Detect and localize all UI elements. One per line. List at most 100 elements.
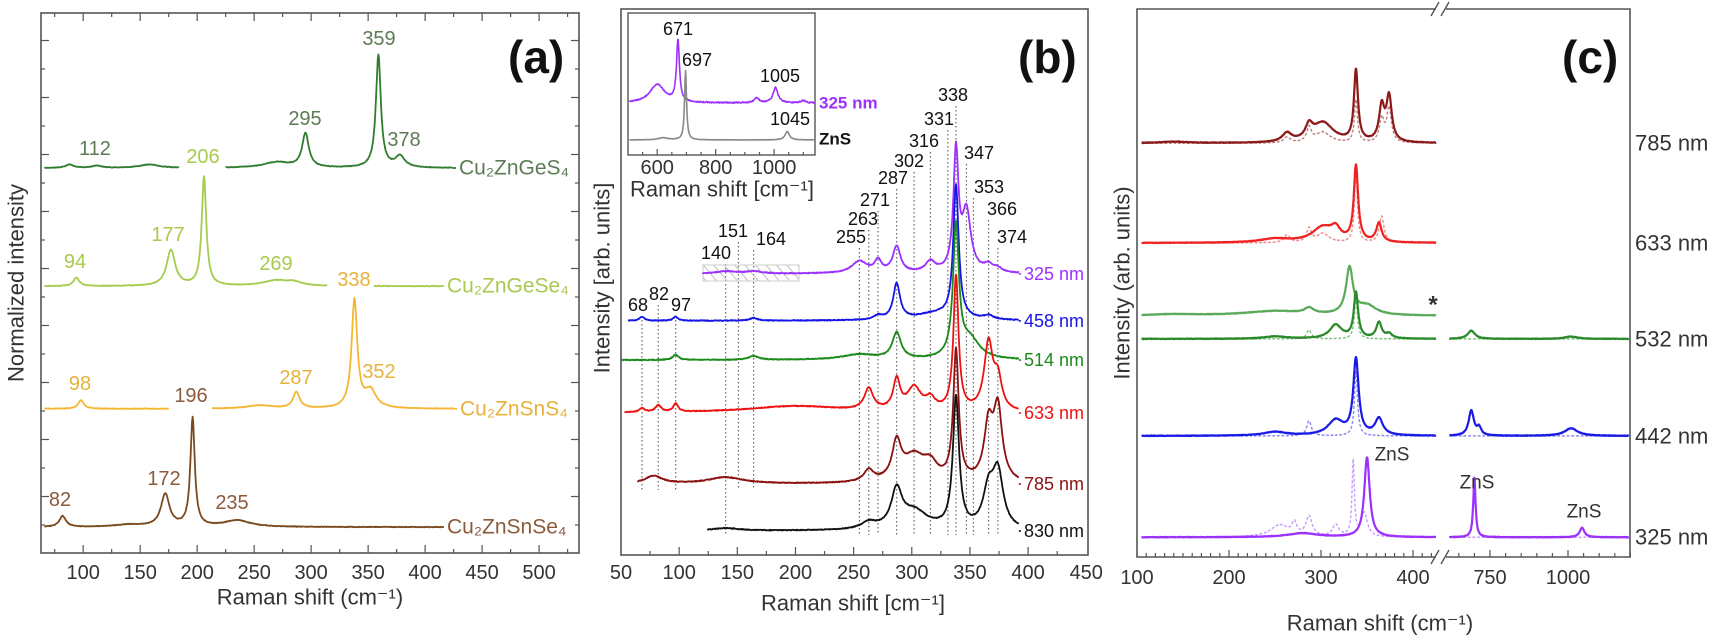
reference-spectrum-dashed (1141, 457, 1437, 538)
y-axis-title: Intensity (arb. units) (1110, 186, 1135, 379)
peak-label: 68 (628, 295, 648, 315)
series-label: 532 nm (1635, 327, 1708, 352)
peak-label: 235 (215, 492, 248, 514)
inset-spectrum-line (629, 69, 816, 141)
peak-label: 359 (362, 28, 395, 50)
panel-label-a: (a) (508, 31, 564, 83)
spectrum-line (636, 346, 1020, 484)
x-axis-title: Raman shift (cm⁻¹) (1287, 611, 1473, 636)
series-label: 442 nm (1635, 424, 1708, 449)
x-tick-label: 100 (66, 562, 99, 584)
peak-label: 98 (69, 373, 91, 395)
asterisk-annotation: * (1428, 292, 1438, 319)
plot-frame-c (1136, 8, 1631, 558)
x-tick-label: 1000 (1546, 567, 1591, 589)
x-axis-title: Raman shift [cm⁻¹] (630, 177, 814, 202)
x-tick-label: 350 (953, 562, 986, 584)
spectrum-line (1140, 67, 1437, 145)
spectrum-line (1140, 290, 1437, 341)
x-tick-label: 250 (237, 562, 270, 584)
peak-label: 271 (860, 190, 890, 210)
series-label: 325 nm (1024, 264, 1084, 284)
zns-annotation: ZnS (1460, 473, 1495, 494)
spectrum-line (1448, 408, 1630, 438)
series-label: Cu₂ZnSnS₄ (460, 398, 568, 421)
x-tick-label: 600 (641, 157, 674, 179)
spectrum-line (1448, 329, 1630, 341)
series-label: 458 nm (1024, 311, 1084, 331)
x-tick-label: 200 (779, 562, 812, 584)
peak-label: 378 (387, 129, 420, 151)
peak-label: 177 (151, 224, 184, 246)
x-tick-label: 500 (522, 562, 555, 584)
zns-annotation: ZnS (1375, 445, 1410, 466)
series-label: 633 nm (1635, 231, 1708, 256)
x-axis-title: Raman shift (cm⁻¹) (217, 585, 403, 610)
x-tick-label: 300 (294, 562, 327, 584)
peak-label: 255 (836, 227, 866, 247)
peak-label: 347 (964, 143, 994, 163)
x-tick-label: 1000 (752, 157, 797, 179)
peak-label: 140 (701, 243, 731, 263)
y-axis-title: Normalized intensity (4, 184, 29, 382)
x-axis-title: Raman shift [cm⁻¹] (761, 591, 945, 616)
peak-label: 366 (987, 199, 1017, 219)
series-label: 785 nm (1635, 131, 1708, 156)
peak-label: 97 (671, 295, 691, 315)
x-tick-label: 150 (123, 562, 156, 584)
peak-label: 331 (924, 109, 954, 129)
x-tick-label: 400 (1011, 562, 1044, 584)
zns-annotation: ZnS (1567, 502, 1602, 523)
peak-label: 374 (997, 227, 1027, 247)
axis-break-icon (1430, 549, 1450, 565)
reference-spectrum-dashed (1141, 173, 1437, 244)
series-label: 785 nm (1024, 474, 1084, 494)
peak-label: 287 (279, 367, 312, 389)
panel-a: 100 150 200 250 300 350 400 450 500 Raman shift (… (4, 12, 580, 610)
spectrum-line (1140, 163, 1437, 245)
spectrum-line (1140, 456, 1437, 539)
peak-label: 172 (147, 468, 180, 490)
spectrum-line (1140, 264, 1437, 317)
x-tick-label: 800 (699, 157, 732, 179)
peak-label: 269 (259, 253, 292, 275)
reference-spectrum-dashed (1141, 371, 1437, 437)
peak-label: 295 (288, 108, 321, 130)
peak-label: 206 (186, 146, 219, 168)
peak-label: 287 (878, 168, 908, 188)
x-tick-label: 300 (895, 562, 928, 584)
series-label: 514 nm (1024, 350, 1084, 370)
spectrum-line (620, 219, 1020, 362)
x-tick-label: 350 (351, 562, 384, 584)
y-axis-title: Intensity [arb. units] (590, 183, 615, 374)
series-label: 830 nm (1024, 521, 1084, 541)
x-tick-label: 100 (662, 562, 695, 584)
spectrum-line (44, 415, 444, 529)
peak-label: 316 (909, 131, 939, 151)
inset-peak-label: 1045 (770, 109, 810, 129)
peak-label: 263 (848, 209, 878, 229)
panel-b: 50 100 150 200 250 300 350 400 450 Raman shift [c… (590, 8, 1103, 616)
peak-label: 82 (649, 284, 669, 304)
spectrum-line (44, 297, 456, 410)
x-tick-label: 400 (1396, 567, 1429, 589)
x-tick-label: 750 (1473, 567, 1506, 589)
plot-frame-a (40, 12, 580, 554)
reference-spectrum-dashed (1141, 98, 1437, 145)
peak-label: 338 (337, 269, 370, 291)
series-label: Cu₂ZnSnSe₄ (447, 516, 566, 539)
x-tick-label: 200 (180, 562, 213, 584)
panel-label-c: (c) (1562, 31, 1618, 83)
series-label: 325 nm (1635, 525, 1708, 550)
reference-spectrum-dashed (1141, 297, 1437, 340)
peak-label: 352 (362, 361, 395, 383)
x-tick-label: 250 (837, 562, 870, 584)
spectrum-line (1448, 476, 1630, 539)
inset-series-label: ZnS (819, 130, 851, 149)
inset-spectrum-line (628, 38, 816, 104)
peak-label: 112 (79, 138, 111, 160)
peak-label: 353 (974, 177, 1004, 197)
spectrum-line (627, 183, 1020, 322)
x-tick-label: 100 (1120, 567, 1153, 589)
